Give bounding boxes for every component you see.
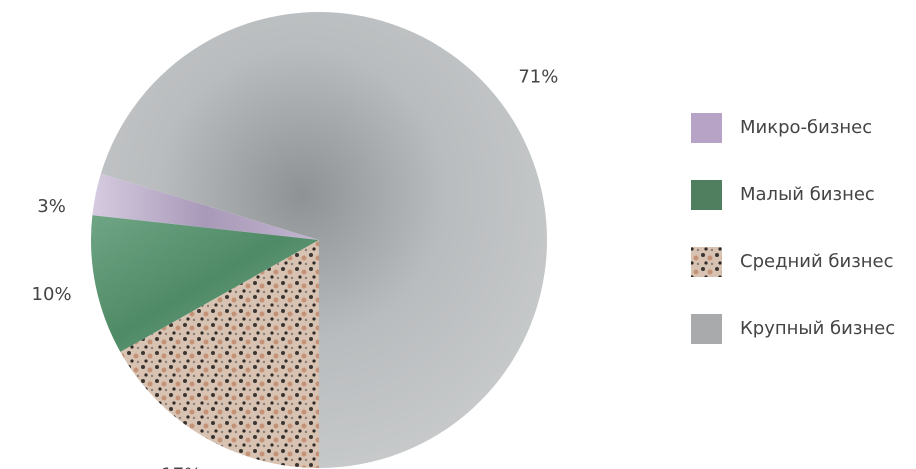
slice-label: 71% (518, 66, 558, 87)
pie-slice (100, 12, 547, 469)
slice-label: 3% (37, 196, 66, 217)
pie: 3% 10% 17% 71% (32, 12, 558, 469)
legend-swatch (691, 113, 722, 143)
slice-label: 10% (32, 284, 72, 305)
pie-slice (90, 215, 319, 352)
legend-label: Крупный бизнес (740, 318, 895, 339)
legend-label: Средний бизнес (740, 251, 894, 272)
legend-swatch (691, 314, 722, 344)
legend-label: Микро-бизнес (740, 117, 872, 138)
legend-swatch (691, 180, 722, 210)
pie-slice (92, 173, 320, 240)
legend: Микро-бизнес Малый бизнес Средний бизнес Кр… (691, 113, 895, 344)
pie-slice (120, 240, 320, 468)
legend-swatch (691, 247, 722, 277)
slice-label: 17% (161, 465, 201, 469)
legend-label: Малый бизнес (740, 184, 875, 205)
